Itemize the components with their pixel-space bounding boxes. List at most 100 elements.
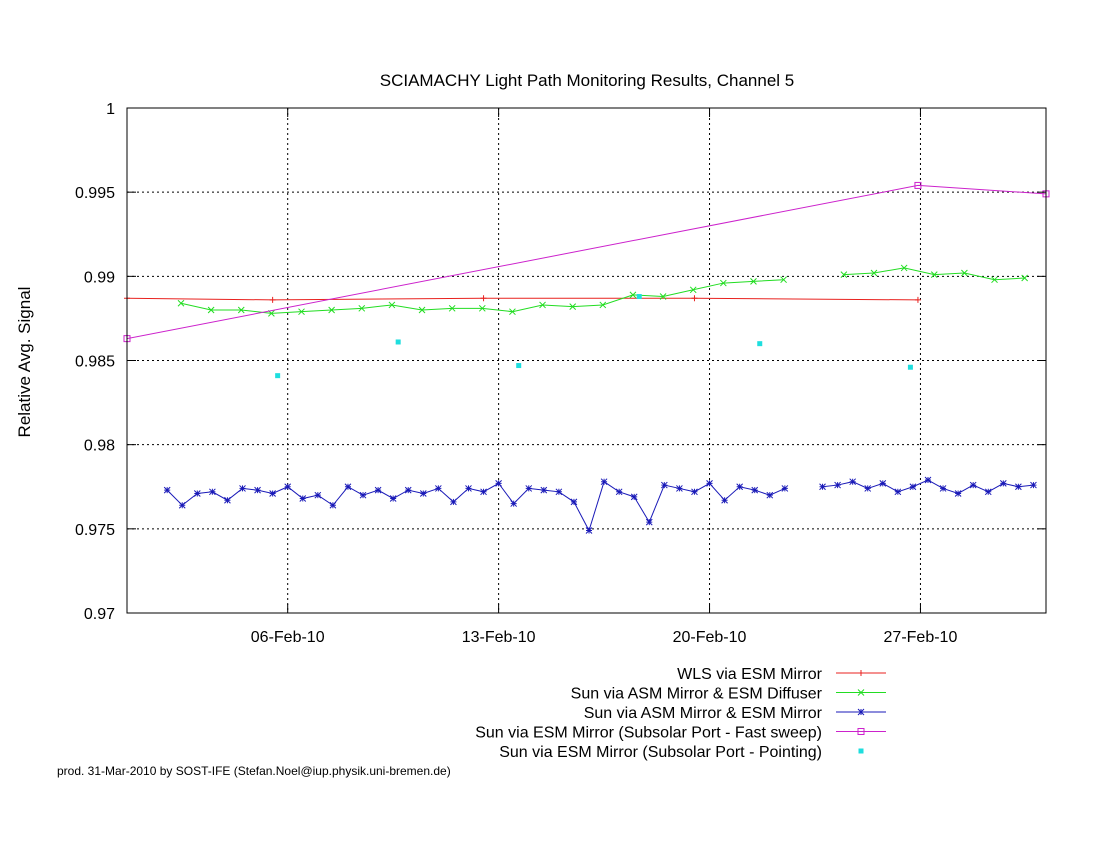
data-point bbox=[750, 278, 757, 285]
data-point bbox=[1015, 483, 1022, 491]
data-point bbox=[819, 483, 826, 491]
data-point bbox=[418, 306, 426, 314]
series-5 bbox=[275, 294, 913, 379]
data-point bbox=[539, 301, 546, 309]
data-point bbox=[465, 485, 472, 492]
data-point bbox=[630, 493, 638, 501]
data-point bbox=[448, 304, 456, 312]
data-point bbox=[275, 373, 281, 379]
x-tick-label: 13-Feb-10 bbox=[462, 629, 536, 646]
data-point bbox=[344, 483, 352, 491]
data-point bbox=[659, 293, 667, 300]
data-point bbox=[909, 483, 917, 491]
data-point bbox=[510, 500, 518, 507]
data-point bbox=[298, 308, 305, 316]
data-point bbox=[555, 488, 563, 496]
data-point bbox=[570, 498, 578, 506]
data-point bbox=[721, 496, 728, 504]
data-point bbox=[914, 296, 921, 303]
series-line bbox=[126, 184, 1047, 340]
y-tick-label: 0.97 bbox=[84, 606, 115, 623]
data-point bbox=[636, 294, 642, 300]
data-point bbox=[939, 485, 947, 492]
y-tick-label: 0.99 bbox=[84, 269, 115, 286]
data-point bbox=[329, 501, 337, 509]
data-point bbox=[239, 485, 246, 492]
data-point bbox=[600, 478, 608, 486]
data-point bbox=[569, 303, 577, 310]
legend-marker bbox=[857, 708, 865, 716]
data-point bbox=[961, 269, 968, 277]
data-point bbox=[207, 306, 215, 314]
y-tick-label: 0.995 bbox=[75, 185, 115, 202]
data-point bbox=[540, 486, 548, 494]
data-point bbox=[719, 279, 727, 287]
data-point bbox=[314, 491, 322, 499]
data-point bbox=[525, 485, 533, 492]
data-point bbox=[193, 490, 201, 497]
series-line bbox=[166, 480, 786, 532]
data-point bbox=[840, 271, 848, 279]
data-point bbox=[389, 495, 397, 502]
y-tick-label: 1 bbox=[106, 101, 115, 118]
legend-marker bbox=[858, 748, 864, 754]
data-point bbox=[870, 269, 878, 277]
data-point bbox=[864, 485, 872, 492]
grid bbox=[127, 108, 1046, 613]
data-point bbox=[358, 304, 366, 312]
axis-ticks: 0.97 0.975 0.98 0.985 0.99 0.995 1 06-Feb-10 13-… bbox=[75, 101, 1046, 646]
legend-label: Sun via ASM Mirror & ESM Diffuser bbox=[571, 686, 823, 703]
legend-label: Sun via ESM Mirror (Subsolar Port - Fast… bbox=[475, 725, 822, 742]
x-tick-label: 20-Feb-10 bbox=[673, 629, 747, 646]
data-point bbox=[478, 304, 486, 312]
data-point bbox=[177, 299, 185, 307]
data-point bbox=[834, 481, 841, 489]
data-point bbox=[645, 518, 653, 526]
data-point bbox=[388, 301, 396, 309]
data-point bbox=[495, 480, 502, 487]
data-point bbox=[435, 485, 442, 492]
data-point bbox=[1021, 274, 1029, 282]
data-point bbox=[660, 481, 668, 489]
data-point bbox=[969, 481, 977, 489]
data-point bbox=[615, 488, 623, 496]
data-point bbox=[450, 498, 457, 506]
data-point bbox=[178, 501, 186, 509]
data-point bbox=[914, 181, 922, 189]
data-point bbox=[691, 295, 698, 302]
data-point bbox=[269, 296, 276, 303]
data-point bbox=[209, 488, 216, 496]
data-point bbox=[780, 276, 787, 284]
data-point bbox=[954, 490, 962, 497]
data-point bbox=[419, 490, 427, 497]
legend-label: Sun via ASM Mirror & ESM Mirror bbox=[584, 705, 823, 722]
data-point bbox=[849, 478, 857, 486]
series-2 bbox=[177, 264, 1029, 317]
data-point bbox=[359, 491, 367, 499]
data-point bbox=[269, 490, 276, 497]
data-point bbox=[894, 488, 902, 496]
data-point bbox=[991, 276, 998, 284]
y-tick-label: 0.985 bbox=[75, 354, 115, 371]
data-point bbox=[163, 486, 171, 494]
data-point bbox=[706, 480, 713, 487]
data-point bbox=[900, 264, 908, 272]
y-tick-label: 0.975 bbox=[75, 522, 115, 539]
data-point bbox=[509, 308, 516, 316]
data-point bbox=[676, 485, 683, 492]
data-point bbox=[237, 306, 245, 314]
data-point bbox=[395, 339, 401, 345]
y-axis-label: Relative Avg. Signal bbox=[15, 287, 34, 438]
chart-title: SCIAMACHY Light Path Monitoring Results,… bbox=[380, 71, 795, 90]
credit-text: prod. 31-Mar-2010 by SOST-IFE (Stefan.No… bbox=[57, 764, 451, 778]
data-point bbox=[907, 364, 913, 370]
data-point bbox=[585, 527, 593, 534]
data-point bbox=[299, 495, 307, 502]
data-point bbox=[480, 295, 487, 302]
data-point bbox=[516, 363, 522, 369]
y-tick-label: 0.98 bbox=[84, 438, 115, 455]
data-point bbox=[374, 486, 382, 494]
data-point bbox=[930, 271, 938, 279]
